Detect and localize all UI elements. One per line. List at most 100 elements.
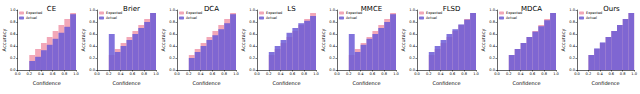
svg-text:Confidence: Confidence [352, 80, 380, 86]
svg-text:Expected: Expected [26, 11, 42, 15]
svg-text:0.0: 0.0 [334, 72, 340, 76]
svg-text:0.6: 0.6 [608, 72, 614, 76]
svg-text:1.0: 1.0 [473, 72, 479, 76]
svg-text:Actual: Actual [426, 16, 437, 20]
svg-text:DCA: DCA [204, 5, 219, 13]
svg-text:0.2: 0.2 [329, 56, 335, 60]
svg-text:1.0: 1.0 [393, 72, 399, 76]
svg-text:0.6: 0.6 [249, 32, 255, 36]
svg-text:0.2: 0.2 [26, 72, 32, 76]
svg-text:0.4: 0.4 [569, 44, 575, 48]
svg-text:0.4: 0.4 [169, 44, 175, 48]
svg-text:0.8: 0.8 [221, 72, 227, 76]
svg-text:0.6: 0.6 [10, 32, 16, 36]
svg-text:Expected: Expected [106, 11, 122, 15]
svg-text:0.0: 0.0 [15, 72, 21, 76]
svg-text:0.4: 0.4 [489, 44, 495, 48]
svg-text:0.8: 0.8 [329, 20, 335, 24]
svg-text:0.4: 0.4 [249, 44, 255, 48]
svg-text:0.4: 0.4 [89, 44, 95, 48]
svg-text:Expected: Expected [426, 11, 442, 15]
svg-text:Confidence: Confidence [432, 80, 460, 86]
svg-text:0.8: 0.8 [249, 20, 255, 24]
svg-text:Expected: Expected [266, 11, 282, 15]
svg-text:0.6: 0.6 [489, 32, 495, 36]
svg-text:1.0: 1.0 [553, 72, 559, 76]
svg-text:1.0: 1.0 [153, 72, 159, 76]
svg-text:Expected: Expected [186, 11, 202, 15]
svg-text:0.6: 0.6 [50, 72, 56, 76]
svg-text:0.8: 0.8 [620, 72, 626, 76]
svg-text:0.4: 0.4 [409, 44, 415, 48]
svg-text:Accuracy: Accuracy [560, 29, 567, 52]
svg-text:0.8: 0.8 [61, 72, 67, 76]
svg-text:0.2: 0.2 [569, 56, 575, 60]
svg-text:1.0: 1.0 [233, 72, 239, 76]
svg-text:Accuracy: Accuracy [400, 29, 407, 52]
svg-text:0.6: 0.6 [370, 72, 376, 76]
svg-text:LS: LS [287, 5, 296, 13]
svg-text:Actual: Actual [586, 16, 597, 20]
svg-text:1.0: 1.0 [409, 8, 415, 12]
svg-text:0.4: 0.4 [38, 72, 44, 76]
svg-text:0.2: 0.2 [249, 56, 255, 60]
svg-text:0.6: 0.6 [409, 32, 415, 36]
svg-text:0.6: 0.6 [210, 72, 216, 76]
svg-text:0.2: 0.2 [346, 72, 352, 76]
svg-text:0.0: 0.0 [174, 72, 180, 76]
svg-text:1.0: 1.0 [329, 8, 335, 12]
svg-text:0.8: 0.8 [489, 20, 495, 24]
svg-text:Confidence: Confidence [33, 80, 61, 86]
svg-text:0.0: 0.0 [94, 72, 100, 76]
svg-text:0.8: 0.8 [461, 72, 467, 76]
svg-text:0.2: 0.2 [489, 56, 495, 60]
svg-text:0.8: 0.8 [169, 20, 175, 24]
svg-text:0.2: 0.2 [426, 72, 432, 76]
svg-text:0.4: 0.4 [198, 72, 204, 76]
svg-text:Confidence: Confidence [112, 80, 140, 86]
svg-text:0.2: 0.2 [266, 72, 272, 76]
svg-text:0.4: 0.4 [518, 72, 524, 76]
svg-text:Accuracy: Accuracy [80, 29, 87, 52]
svg-text:1.0: 1.0 [10, 8, 16, 12]
svg-text:Actual: Actual [106, 16, 117, 20]
svg-text:Expected: Expected [506, 11, 522, 15]
svg-text:0.0: 0.0 [414, 72, 420, 76]
svg-text:Confidence: Confidence [512, 80, 540, 86]
svg-text:1.0: 1.0 [89, 8, 95, 12]
svg-text:0.6: 0.6 [329, 32, 335, 36]
svg-text:Actual: Actual [26, 16, 37, 20]
svg-text:0.8: 0.8 [301, 72, 307, 76]
svg-text:0.6: 0.6 [130, 72, 136, 76]
svg-text:MMCE: MMCE [361, 5, 382, 13]
svg-text:Accuracy: Accuracy [1, 29, 8, 52]
svg-text:CE: CE [47, 5, 56, 13]
svg-text:1.0: 1.0 [569, 8, 575, 12]
svg-text:Actual: Actual [266, 16, 277, 20]
svg-text:0.4: 0.4 [118, 72, 124, 76]
svg-text:Confidence: Confidence [592, 80, 620, 86]
svg-text:0.0: 0.0 [574, 72, 580, 76]
svg-text:Actual: Actual [346, 16, 357, 20]
svg-text:0.4: 0.4 [329, 44, 335, 48]
svg-text:Confidence: Confidence [192, 80, 220, 86]
svg-text:1.0: 1.0 [489, 8, 495, 12]
svg-text:0.2: 0.2 [169, 56, 175, 60]
svg-text:1.0: 1.0 [73, 72, 79, 76]
svg-text:1.0: 1.0 [313, 72, 319, 76]
svg-text:0.2: 0.2 [506, 72, 512, 76]
svg-text:Expected: Expected [586, 11, 602, 15]
svg-text:Accuracy: Accuracy [320, 29, 327, 52]
svg-text:0.4: 0.4 [278, 72, 284, 76]
svg-text:0.4: 0.4 [358, 72, 364, 76]
svg-text:0.0: 0.0 [494, 72, 500, 76]
svg-text:0.8: 0.8 [10, 20, 16, 24]
svg-text:0.6: 0.6 [169, 32, 175, 36]
svg-text:0.0: 0.0 [254, 72, 260, 76]
svg-text:0.8: 0.8 [409, 20, 415, 24]
svg-text:0.6: 0.6 [569, 32, 575, 36]
svg-text:0.8: 0.8 [569, 20, 575, 24]
svg-text:Actual: Actual [186, 16, 197, 20]
svg-text:0.6: 0.6 [450, 72, 456, 76]
svg-text:0.2: 0.2 [106, 72, 112, 76]
